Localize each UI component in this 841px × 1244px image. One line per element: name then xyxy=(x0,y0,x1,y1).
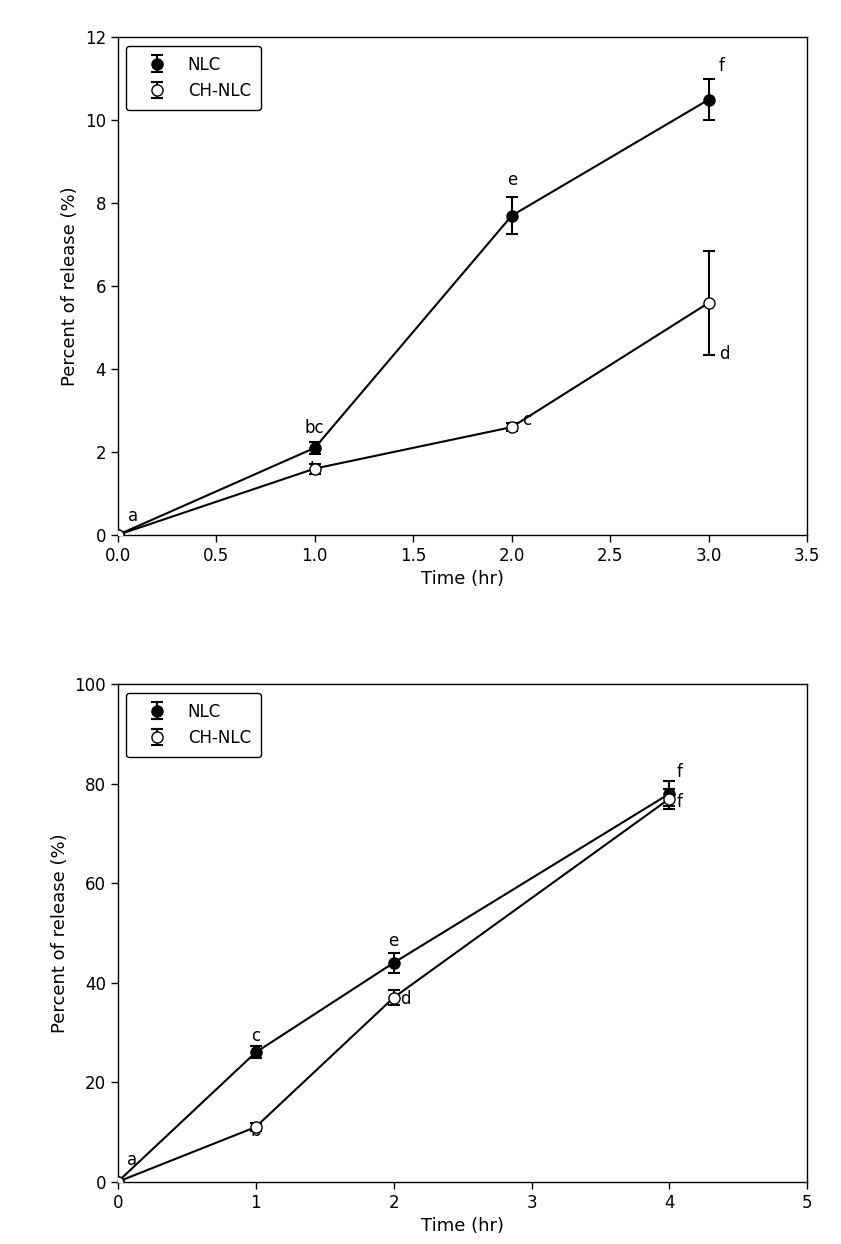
Text: e: e xyxy=(389,933,399,950)
Legend: NLC, CH-NLC: NLC, CH-NLC xyxy=(126,46,261,109)
Text: a: a xyxy=(128,506,138,525)
Text: b: b xyxy=(251,1122,261,1140)
Text: f: f xyxy=(719,57,725,75)
Text: e: e xyxy=(506,170,517,189)
Text: f: f xyxy=(676,764,682,781)
Text: b: b xyxy=(309,462,320,479)
X-axis label: Time (hr): Time (hr) xyxy=(421,1217,504,1235)
Text: f: f xyxy=(676,794,682,811)
Text: bc: bc xyxy=(305,419,325,438)
Text: a: a xyxy=(127,1152,138,1169)
Y-axis label: Percent of release (%): Percent of release (%) xyxy=(50,833,69,1033)
Text: c: c xyxy=(251,1028,260,1045)
Text: c: c xyxy=(521,412,531,429)
Text: d: d xyxy=(400,990,411,1008)
X-axis label: Time (hr): Time (hr) xyxy=(421,570,504,588)
Text: d: d xyxy=(719,345,729,363)
Y-axis label: Percent of release (%): Percent of release (%) xyxy=(61,187,79,386)
Legend: NLC, CH-NLC: NLC, CH-NLC xyxy=(126,693,261,756)
